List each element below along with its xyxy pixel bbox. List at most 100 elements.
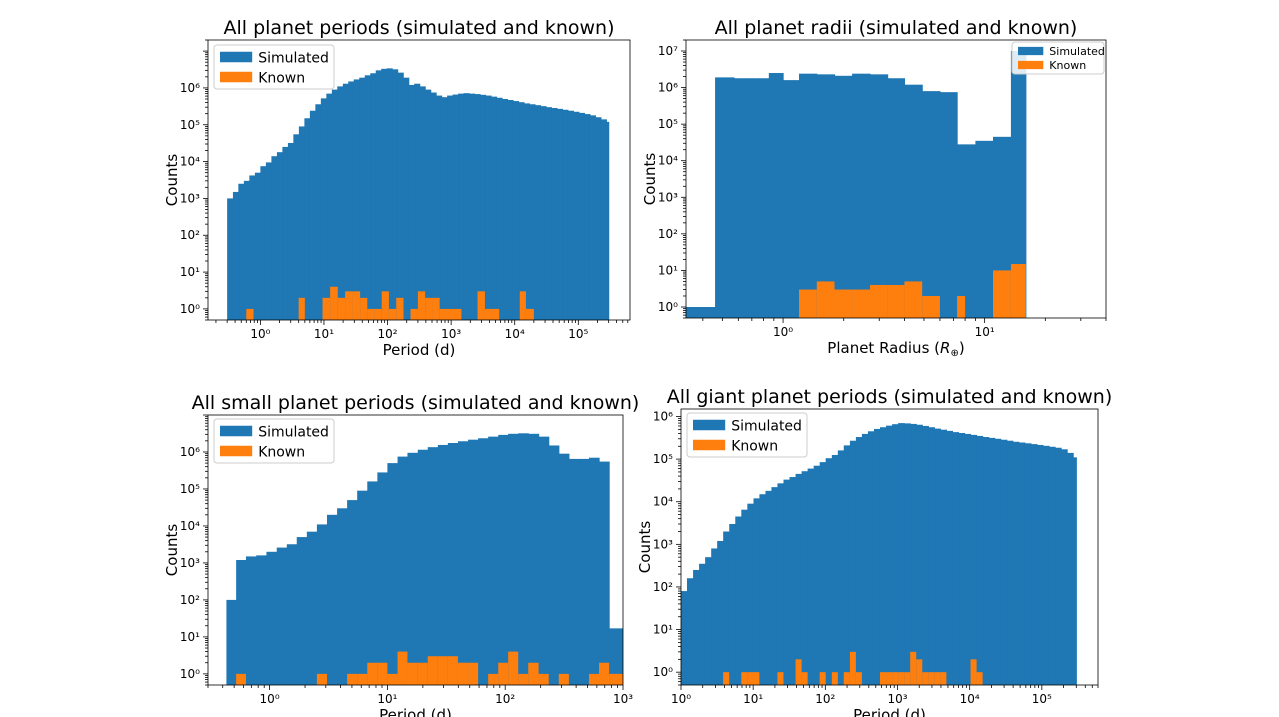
histogram-bar	[898, 423, 905, 685]
histogram-bar	[256, 555, 268, 685]
histogram-bar	[976, 672, 983, 685]
histogram-bar	[751, 78, 770, 318]
legend-label: Simulated	[731, 418, 802, 434]
legend-swatch	[220, 445, 253, 457]
x-tick-label: 10²	[815, 692, 835, 706]
legend-swatch	[693, 439, 726, 451]
histogram-bar	[357, 673, 368, 685]
histogram-bar	[819, 462, 827, 685]
plot-area	[226, 433, 623, 685]
histogram-bar	[342, 83, 349, 320]
chart-title: All small planet periods (simulated and …	[192, 392, 640, 414]
y-tick-label: 10⁰	[653, 665, 673, 679]
histogram-bar	[904, 281, 923, 318]
histogram-bar	[498, 434, 509, 685]
series-simulated	[686, 51, 1027, 318]
histogram-bar	[427, 447, 439, 685]
y-tick-label: 10⁶	[180, 445, 200, 459]
histogram-bar	[699, 563, 706, 685]
histogram-bar	[367, 481, 378, 685]
histogram-bar	[916, 659, 923, 685]
legend: Simulated Known	[213, 418, 335, 464]
histogram-bar	[681, 591, 688, 685]
histogram-bar	[387, 673, 398, 685]
series-simulated	[227, 68, 610, 320]
histogram-bar	[771, 487, 779, 685]
histogram-bar	[747, 672, 754, 685]
histogram-bar	[485, 95, 492, 320]
histogram-bar	[777, 483, 785, 685]
histogram-bar	[599, 662, 610, 685]
histogram-bar	[425, 297, 433, 320]
chart-title: All planet radii (simulated and known)	[715, 17, 1078, 39]
histogram-bar	[975, 140, 994, 318]
histogram-bar	[747, 503, 755, 685]
x-tick-label: 10³	[887, 692, 907, 706]
histogram-bar	[813, 465, 821, 685]
chart-title: All giant planet periods (simulated and …	[667, 386, 1113, 408]
histogram-bar	[392, 69, 399, 320]
y-tick-label: 10⁰	[180, 667, 200, 681]
histogram-bar	[799, 289, 817, 318]
histogram-bar	[1010, 51, 1027, 318]
histogram-bar	[609, 628, 623, 685]
histogram-bar	[330, 286, 338, 320]
histogram-bar	[480, 94, 487, 320]
y-tick-label: 10⁶	[653, 410, 673, 424]
histogram-bar	[403, 77, 410, 320]
histogram-bar	[879, 672, 887, 685]
histogram-bar	[271, 156, 278, 320]
histogram-bar	[457, 441, 469, 685]
histogram-bar	[916, 424, 923, 685]
histogram-bar	[934, 428, 941, 685]
histogram-bar	[345, 291, 353, 320]
y-tick-label: 10⁵	[180, 118, 200, 132]
histogram-bar	[964, 433, 972, 685]
histogram-bar	[245, 556, 257, 685]
histogram-bar	[316, 524, 328, 685]
histogram-bar	[246, 308, 254, 320]
histogram-bar	[417, 449, 429, 685]
y-tick-label: 10⁰	[658, 300, 678, 314]
chart-title: All planet periods (simulated and known)	[223, 17, 614, 39]
x-tick-label: 10²	[495, 692, 515, 706]
legend-label: Known	[258, 70, 305, 86]
series-known	[236, 651, 623, 685]
histogram-bar	[578, 458, 590, 685]
histogram-bar	[922, 91, 941, 318]
y-tick-label: 10¹	[180, 265, 200, 279]
y-axis: 10⁰ 10¹ 10² 10³ 10⁴ 10⁵ 10⁶ 10⁷	[658, 39, 686, 319]
histogram-bar	[492, 308, 500, 320]
histogram-bar	[529, 104, 536, 320]
histogram-bar	[249, 175, 256, 320]
x-axis-label: Period (d)	[383, 341, 456, 359]
histogram-bar	[970, 434, 978, 685]
histogram-bar	[992, 270, 1011, 318]
histogram-bar	[988, 437, 996, 685]
series-known	[723, 651, 983, 685]
histogram-bar	[578, 112, 585, 320]
histogram-bar	[377, 472, 388, 685]
histogram-bar	[735, 516, 742, 685]
legend-label: Simulated	[258, 424, 329, 440]
y-axis-label: Counts	[636, 521, 654, 574]
histogram-bar	[1018, 442, 1026, 685]
histogram-bar	[512, 101, 520, 320]
legend-label: Simulated	[1049, 45, 1105, 58]
histogram-bar	[562, 109, 569, 320]
histogram-bar	[715, 77, 735, 318]
y-tick-label: 10⁴	[658, 154, 678, 168]
histogram-bar	[407, 452, 419, 685]
legend-swatch	[220, 51, 253, 63]
histogram-bar	[446, 308, 462, 320]
histogram-bar	[540, 106, 547, 320]
histogram-bar	[545, 107, 553, 320]
histogram-bar	[1061, 449, 1068, 685]
histogram-bar	[910, 651, 917, 685]
histogram-bar	[801, 471, 809, 685]
histogram-bar	[232, 191, 239, 320]
histogram-bar	[439, 308, 447, 320]
legend-swatch	[220, 71, 253, 83]
x-axis-label: Period (d)	[379, 706, 452, 717]
histogram-bar	[353, 79, 360, 320]
